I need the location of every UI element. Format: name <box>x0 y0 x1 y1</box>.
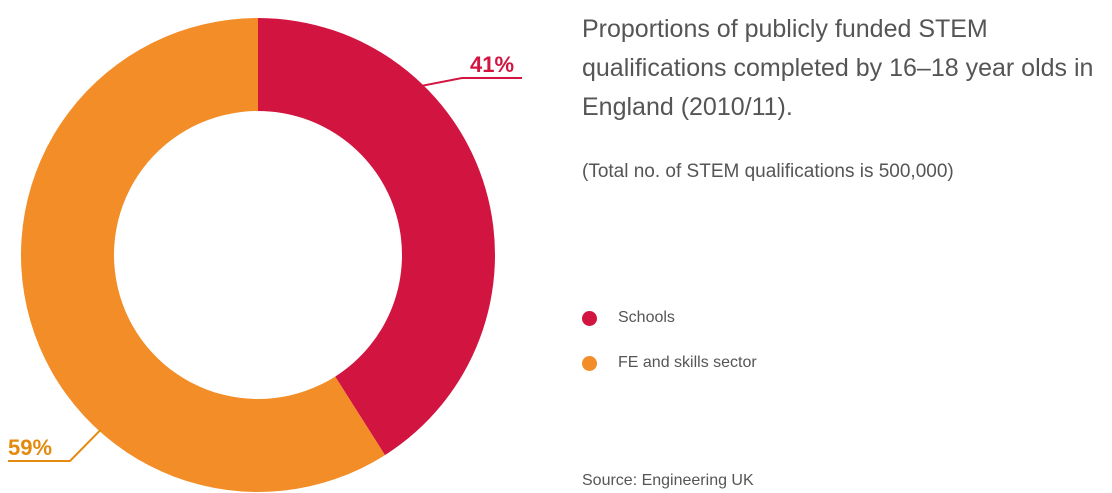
legend-item-schools: Schools <box>582 306 757 330</box>
legend-label-fe-skills: FE and skills sector <box>618 354 757 371</box>
chart-source: Source: Engineering UK <box>582 472 754 489</box>
legend-label-schools: Schools <box>618 309 675 326</box>
data-label-fe-skills: 59% <box>8 435 52 460</box>
legend-dot-schools <box>582 310 597 326</box>
chart-legend: Schools FE and skills sector <box>582 306 757 396</box>
slice-fe-and-skills-sector <box>20 18 385 492</box>
chart-title: Proportions of publicly funded STEM qual… <box>582 15 1094 121</box>
legend-item-fe-skills: FE and skills sector <box>582 351 757 375</box>
leader-line-fe-skills <box>8 428 102 462</box>
data-label-schools: 41% <box>470 52 514 77</box>
leader-lines <box>8 77 522 462</box>
donut-chart: 41% 59% <box>8 18 522 492</box>
slice-schools <box>258 18 495 456</box>
donut-slices <box>20 18 495 492</box>
chart-subtitle: (Total no. of STEM qualifications is 500… <box>582 161 954 182</box>
legend-dot-fe-skills <box>582 355 597 371</box>
leader-line-schools <box>421 77 522 87</box>
chart-header: Proportions of publicly funded STEM qual… <box>582 10 1107 183</box>
